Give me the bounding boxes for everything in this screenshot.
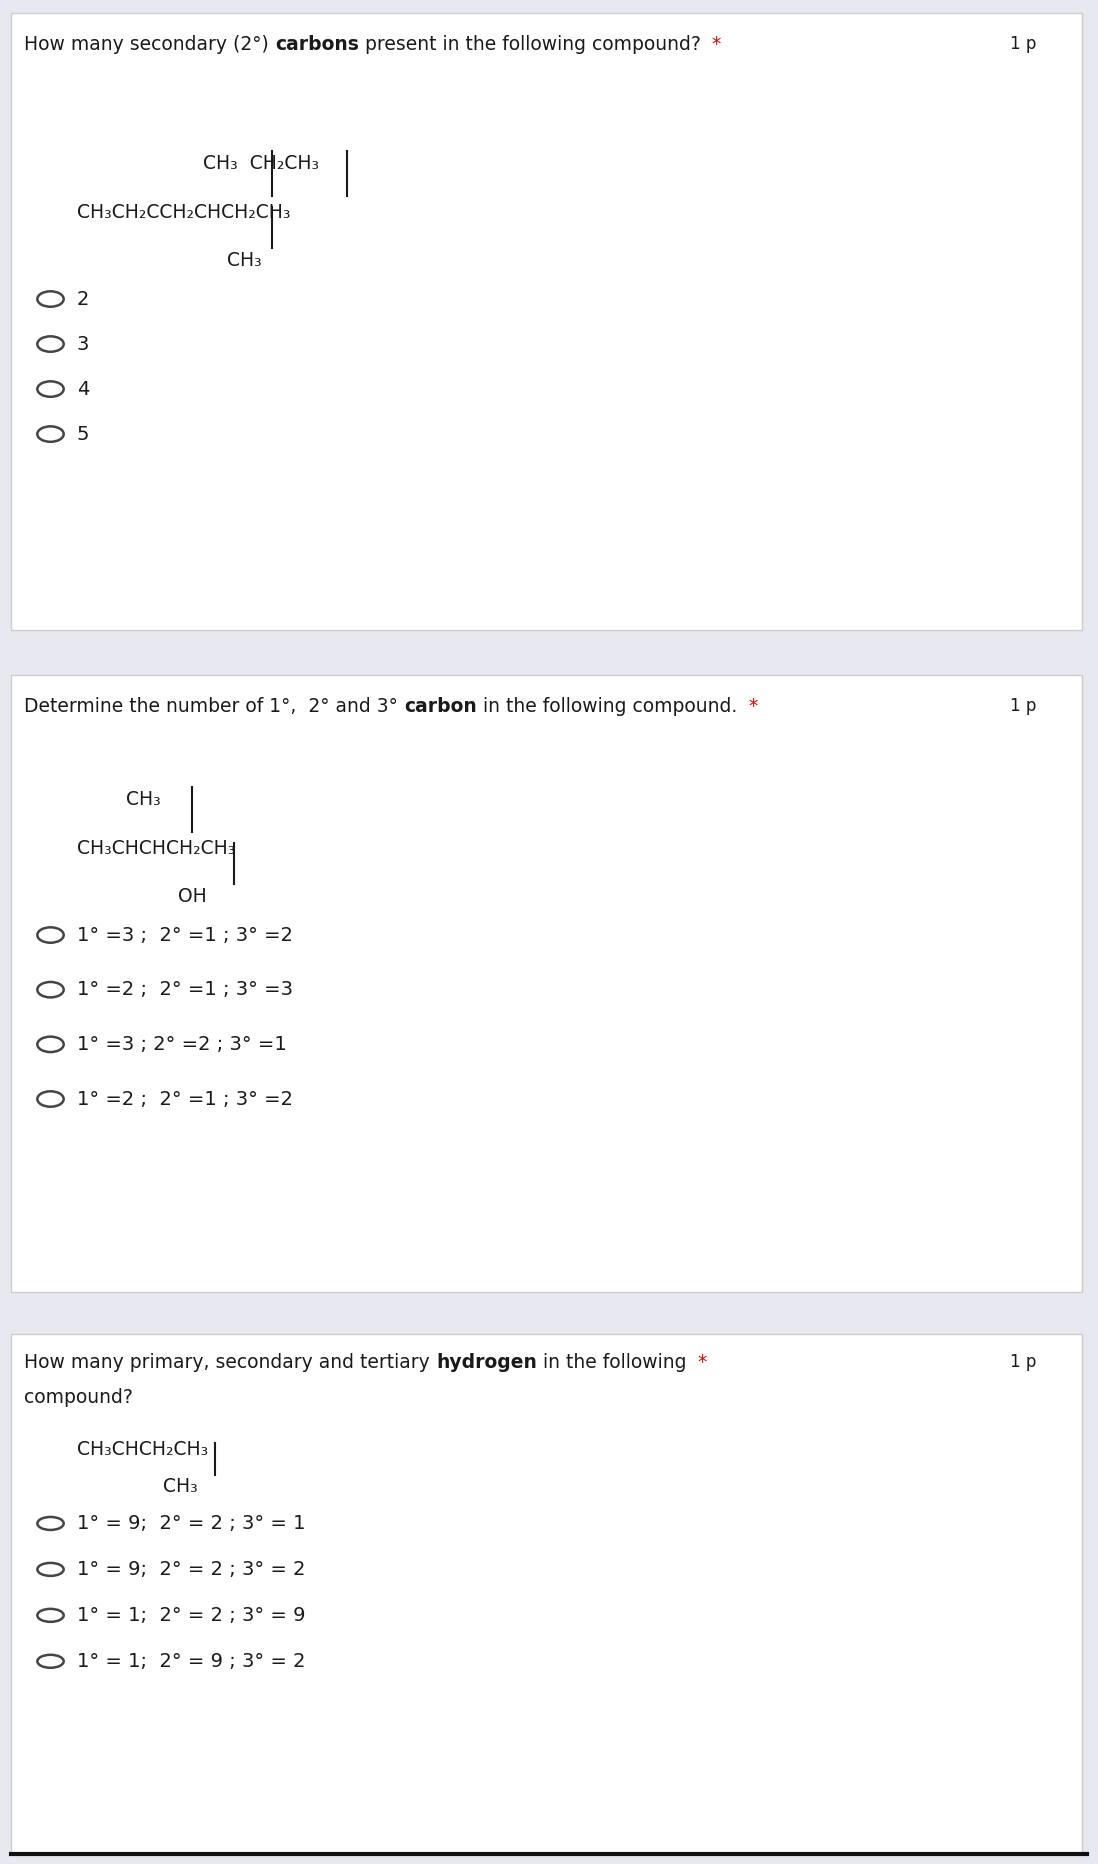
- Text: 1° = 9;  2° = 2 ; 3° = 2: 1° = 9; 2° = 2 ; 3° = 2: [77, 1560, 305, 1579]
- Text: 1° =3 ;  2° =1 ; 3° =2: 1° =3 ; 2° =1 ; 3° =2: [77, 926, 293, 945]
- Text: 1° = 1;  2° = 9 ; 3° = 2: 1° = 1; 2° = 9 ; 3° = 2: [77, 1652, 305, 1670]
- Text: 3: 3: [77, 334, 89, 354]
- Text: CH₃CHCHCH₂CH₃: CH₃CHCHCH₂CH₃: [77, 839, 235, 857]
- Text: in the following: in the following: [537, 1353, 686, 1372]
- FancyBboxPatch shape: [11, 13, 1082, 630]
- Text: CH₃: CH₃: [163, 1478, 198, 1497]
- FancyBboxPatch shape: [11, 1335, 1082, 1853]
- Text: 1° =2 ;  2° =1 ; 3° =3: 1° =2 ; 2° =1 ; 3° =3: [77, 980, 293, 999]
- Text: How many primary, secondary and tertiary: How many primary, secondary and tertiary: [24, 1353, 436, 1372]
- Text: *: *: [742, 697, 758, 716]
- Text: 1° =2 ;  2° =1 ; 3° =2: 1° =2 ; 2° =1 ; 3° =2: [77, 1090, 293, 1109]
- Text: 1° = 9;  2° = 2 ; 3° = 1: 1° = 9; 2° = 2 ; 3° = 1: [77, 1514, 305, 1532]
- Text: 4: 4: [77, 380, 89, 399]
- Text: hydrogen: hydrogen: [436, 1353, 537, 1372]
- Text: 1 p: 1 p: [1010, 697, 1037, 716]
- Text: CH₃: CH₃: [227, 252, 262, 270]
- Text: CH₃  CH₂CH₃: CH₃ CH₂CH₃: [203, 155, 320, 173]
- Text: in the following compound.: in the following compound.: [477, 697, 737, 716]
- FancyBboxPatch shape: [11, 675, 1082, 1292]
- Text: carbons: carbons: [274, 35, 359, 54]
- Text: OH: OH: [178, 887, 206, 906]
- Text: CH₃CHCH₂CH₃: CH₃CHCH₂CH₃: [77, 1439, 209, 1460]
- Text: 5: 5: [77, 425, 89, 444]
- Text: CH₃CH₂CCH₂CHCH₂CH₃: CH₃CH₂CCH₂CHCH₂CH₃: [77, 203, 290, 222]
- Text: 1° =3 ; 2° =2 ; 3° =1: 1° =3 ; 2° =2 ; 3° =1: [77, 1035, 287, 1053]
- Text: *: *: [692, 1353, 707, 1372]
- Text: 1 p: 1 p: [1010, 35, 1037, 54]
- Text: carbon: carbon: [404, 697, 477, 716]
- Text: present in the following compound?: present in the following compound?: [359, 35, 701, 54]
- Text: 2: 2: [77, 289, 89, 309]
- Text: Determine the number of 1°,  2° and 3°: Determine the number of 1°, 2° and 3°: [24, 697, 404, 716]
- Text: How many secondary (2°): How many secondary (2°): [24, 35, 274, 54]
- Text: 1 p: 1 p: [1010, 1353, 1037, 1372]
- Text: compound?: compound?: [24, 1389, 133, 1407]
- Text: *: *: [706, 35, 721, 54]
- Text: 1° = 1;  2° = 2 ; 3° = 9: 1° = 1; 2° = 2 ; 3° = 9: [77, 1607, 305, 1625]
- Text: CH₃: CH₃: [126, 790, 161, 809]
